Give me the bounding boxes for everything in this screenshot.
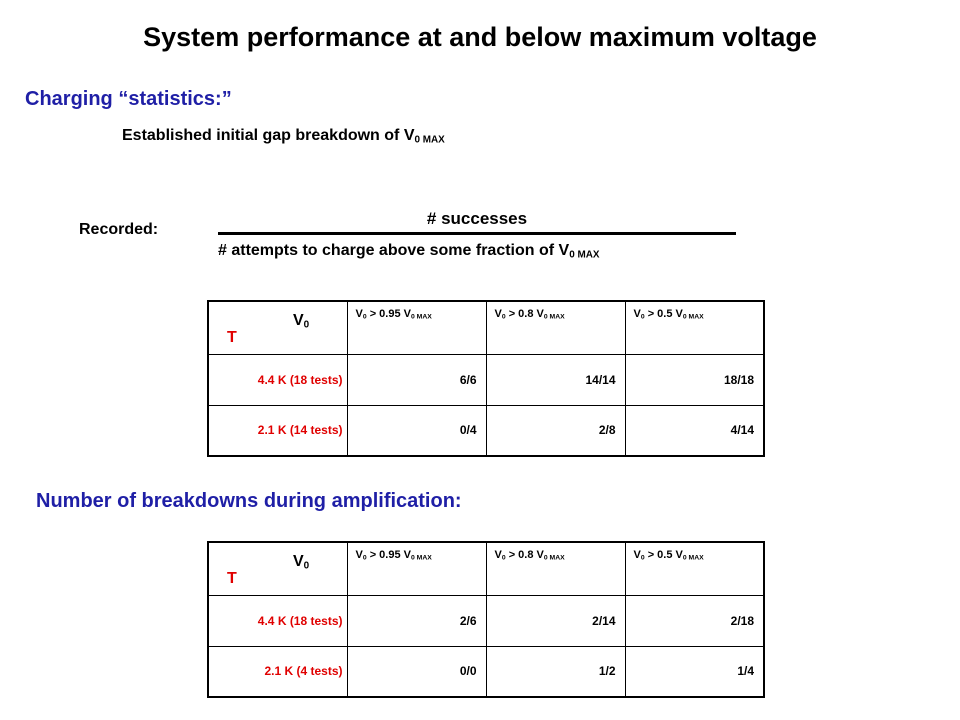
corner-voltage-label: V0 [293,312,310,331]
recorded-label: Recorded: [79,221,159,238]
table-row: 2.1 K (4 tests) 0/0 1/2 1/4 [207,645,765,698]
table-cell: 1/2 [485,645,626,698]
fraction-bar [218,232,736,235]
table-cell: 0/0 [346,645,487,698]
table-header-row: V0 T V0 > 0.95 V0 MAX V0 > 0.8 V0 MAX V0… [207,300,765,355]
table-corner-cell: V0 T [207,300,348,355]
table-cell: 2/8 [485,404,626,457]
row-label: 4.4 K (18 tests) [207,594,348,647]
slide-title: System performance at and below maximum … [143,22,817,52]
column-header: V0 > 0.5 V0 MAX [624,300,765,355]
breakdowns-heading: Number of breakdowns during amplificatio… [36,490,462,512]
table-row: 2.1 K (14 tests) 0/4 2/8 4/14 [207,404,765,457]
established-subscript: 0 MAX [414,134,445,146]
table-row: 4.4 K (18 tests) 6/6 14/14 18/18 [207,353,765,406]
column-header: V0 > 0.8 V0 MAX [485,541,626,596]
charging-statistics-table: V0 T V0 > 0.95 V0 MAX V0 > 0.8 V0 MAX V0… [207,300,765,457]
fraction-denominator-text: # attempts to charge above some fraction… [218,242,570,259]
fraction-denominator: # attempts to charge above some fraction… [218,242,599,260]
charging-statistics-heading: Charging “statistics:” [25,88,232,110]
fraction-numerator: # successes [426,209,528,228]
table-cell: 2/14 [485,594,626,647]
corner-temperature-label: T [227,570,237,587]
table-cell: 2/18 [624,594,765,647]
established-text: Established initial gap breakdown of V [122,127,415,144]
table-cell: 18/18 [624,353,765,406]
table-cell: 1/4 [624,645,765,698]
row-label: 2.1 K (14 tests) [207,404,348,457]
fraction-denominator-subscript: 0 MAX [569,249,600,261]
established-breakdown-text: Established initial gap breakdown of V0 … [122,127,445,145]
column-header: V0 > 0.5 V0 MAX [624,541,765,596]
column-header: V0 > 0.95 V0 MAX [346,300,487,355]
row-label: 4.4 K (18 tests) [207,353,348,406]
column-header: V0 > 0.8 V0 MAX [485,300,626,355]
table-header-row: V0 T V0 > 0.95 V0 MAX V0 > 0.8 V0 MAX V0… [207,541,765,596]
table-cell: 0/4 [346,404,487,457]
corner-temperature-label: T [227,329,237,346]
table-cell: 14/14 [485,353,626,406]
column-header: V0 > 0.95 V0 MAX [346,541,487,596]
breakdowns-table: V0 T V0 > 0.95 V0 MAX V0 > 0.8 V0 MAX V0… [207,541,765,698]
table-row: 4.4 K (18 tests) 2/6 2/14 2/18 [207,594,765,647]
table-cell: 6/6 [346,353,487,406]
table-corner-cell: V0 T [207,541,348,596]
row-label: 2.1 K (4 tests) [207,645,348,698]
table-cell: 2/6 [346,594,487,647]
corner-voltage-label: V0 [293,553,310,572]
table-cell: 4/14 [624,404,765,457]
